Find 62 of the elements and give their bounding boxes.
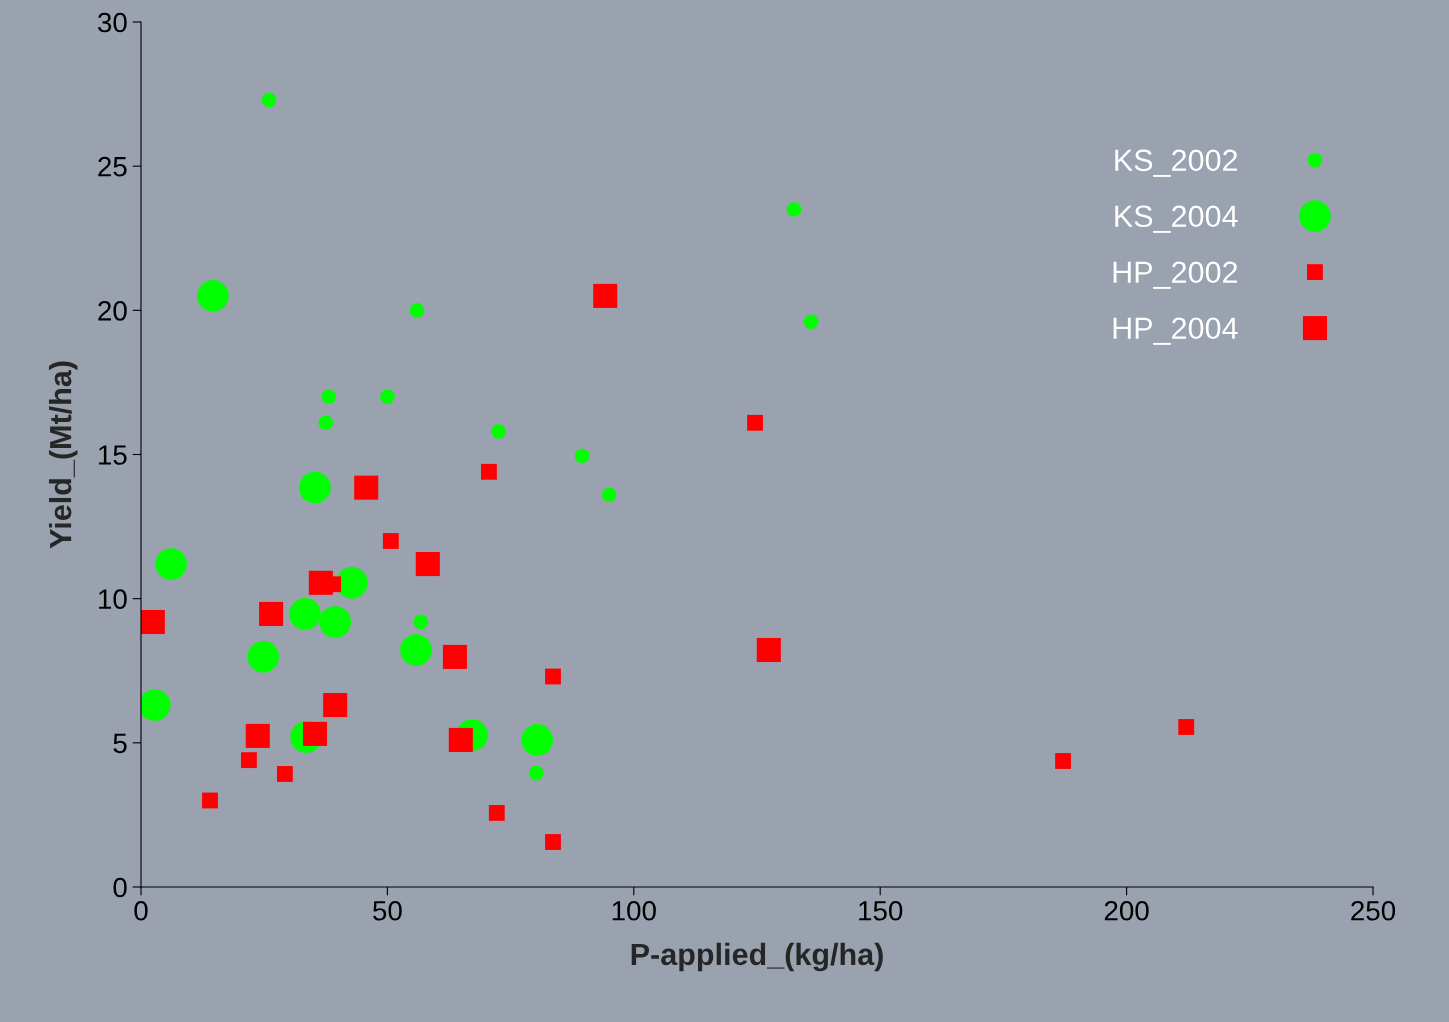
- point: [323, 693, 348, 718]
- y-tick-label: 30: [97, 12, 127, 33]
- y-tick-label: 20: [98, 301, 127, 321]
- legend-label: KS_2004: [1115, 205, 1238, 233]
- y-tick-label: 10: [99, 589, 127, 610]
- point: [380, 389, 395, 405]
- legend-label: HP_2004: [1113, 317, 1238, 345]
- point: [601, 487, 617, 503]
- point: [574, 448, 590, 464]
- point: [415, 552, 440, 577]
- y-tick-label: 0: [113, 877, 127, 898]
- x-tick-label: 100: [612, 900, 656, 921]
- point: [488, 804, 505, 821]
- point: [245, 723, 270, 748]
- legend-label: HP_2002: [1113, 261, 1238, 289]
- point: [261, 92, 277, 108]
- point: [319, 606, 351, 638]
- point: [786, 202, 802, 217]
- point: [259, 601, 284, 626]
- point: [308, 570, 333, 595]
- point: [481, 463, 497, 480]
- x-tick-label: 250: [1351, 900, 1396, 921]
- point: [247, 641, 280, 673]
- x-tick-label: 0: [134, 900, 148, 921]
- point: [491, 424, 507, 439]
- y-axis-title: Yield_(Mt/ha): [48, 361, 78, 549]
- point: [197, 280, 229, 312]
- point: [1055, 753, 1071, 769]
- point: [318, 415, 334, 431]
- point: [413, 614, 429, 630]
- y-tick-label: 5: [113, 733, 127, 754]
- point: [382, 533, 399, 549]
- x-tick-label: 200: [1104, 900, 1149, 921]
- point: [593, 283, 618, 308]
- point: [528, 765, 544, 781]
- x-tick-label: 150: [859, 900, 903, 921]
- point: [141, 609, 165, 635]
- y-tick-label: 25: [98, 156, 127, 177]
- point: [545, 668, 561, 685]
- point: [336, 566, 368, 599]
- legend-label: KS_2002: [1115, 149, 1238, 177]
- x-axis-title: P-applied_(kg/ha): [631, 942, 883, 972]
- point: [747, 414, 763, 431]
- x-tick-label: 50: [373, 900, 402, 921]
- point: [141, 689, 171, 721]
- y-tick-label: 15: [99, 445, 127, 465]
- point: [241, 752, 257, 769]
- point: [442, 644, 467, 669]
- point: [545, 834, 561, 850]
- point: [155, 548, 187, 580]
- point: [521, 724, 554, 756]
- point: [299, 471, 331, 504]
- point: [756, 637, 781, 663]
- point: [803, 314, 819, 330]
- point: [1178, 719, 1195, 735]
- point: [202, 792, 218, 809]
- point: [276, 766, 293, 782]
- point: [289, 598, 321, 630]
- point: [354, 475, 379, 500]
- point: [409, 303, 425, 318]
- point: [400, 634, 432, 666]
- point: [321, 389, 337, 405]
